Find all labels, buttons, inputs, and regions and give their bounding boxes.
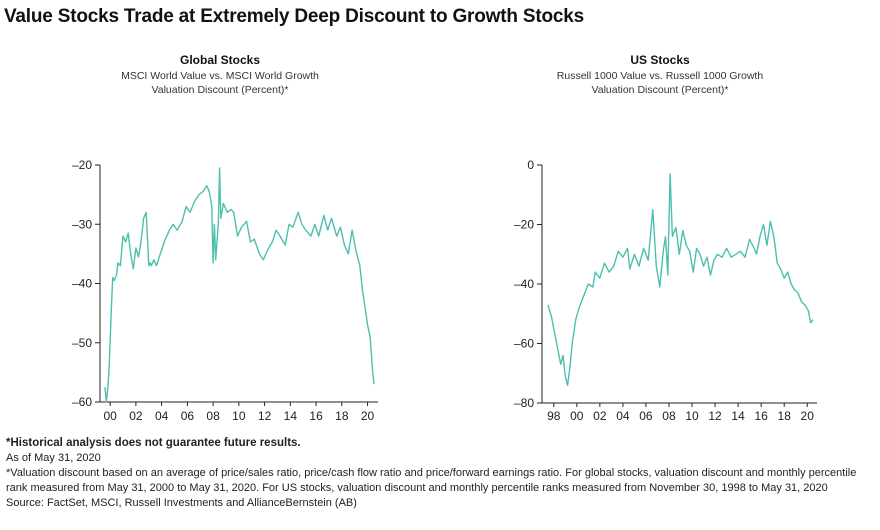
y-tick-label: 0 xyxy=(527,158,534,172)
x-tick-label: 98 xyxy=(547,409,561,423)
x-tick-label: 14 xyxy=(284,409,298,423)
x-tick-label: 02 xyxy=(593,409,607,423)
x-tick-label: 16 xyxy=(754,409,768,423)
y-tick-label: –40 xyxy=(514,277,534,291)
x-tick-label: 06 xyxy=(639,409,653,423)
x-tick-label: 04 xyxy=(155,409,169,423)
methodology-note: *Valuation discount based on an average … xyxy=(6,467,857,494)
x-tick-label: 04 xyxy=(616,409,630,423)
source-note: Source: FactSet, MSCI, Russell Investmen… xyxy=(6,497,357,509)
x-tick-label: 10 xyxy=(232,409,246,423)
x-tick-label: 00 xyxy=(103,409,117,423)
chart-title: Global Stocks xyxy=(179,53,261,67)
chart-title: US Stocks xyxy=(630,53,690,67)
y-tick-label: –60 xyxy=(514,337,534,351)
footnotes: *Historical analysis does not guarantee … xyxy=(6,436,876,511)
page-title: Value Stocks Trade at Extremely Deep Dis… xyxy=(4,6,584,27)
x-tick-label: 08 xyxy=(206,409,220,423)
y-tick-label: –50 xyxy=(72,336,92,350)
x-tick-label: 20 xyxy=(361,409,375,423)
y-tick-label: –20 xyxy=(72,158,92,172)
y-tick-label: –80 xyxy=(514,396,534,410)
y-tick-label: –30 xyxy=(72,217,92,231)
x-tick-label: 08 xyxy=(662,409,676,423)
x-tick-label: 12 xyxy=(258,409,272,423)
x-tick-label: 00 xyxy=(570,409,584,423)
disclaimer: *Historical analysis does not guarantee … xyxy=(6,437,301,449)
chart-header-global: Global Stocks MSCI World Value vs. MSCI … xyxy=(60,53,380,97)
x-tick-label: 18 xyxy=(335,409,349,423)
series-line xyxy=(547,173,814,386)
y-tick-label: –60 xyxy=(72,395,92,409)
x-tick-label: 06 xyxy=(181,409,195,423)
chart-subtitle: MSCI World Value vs. MSCI World Growth xyxy=(121,70,319,82)
chart-subtitle: Russell 1000 Value vs. Russell 1000 Grow… xyxy=(556,70,764,82)
chart-subtitle-unit: Valuation Discount (Percent)* xyxy=(591,84,729,96)
x-tick-label: 20 xyxy=(801,409,815,423)
global-stocks-chart: –20 –30 –40 –50 –60 00 02 04 06 08 10 12 14 16 18 20 xyxy=(72,158,378,423)
y-tick-label: –20 xyxy=(514,218,534,232)
series-line xyxy=(104,167,375,403)
us-stocks-chart: 0 –20 –40 –60 –80 98 00 02 04 06 08 10 12 14 16 18 20 xyxy=(514,158,817,423)
x-tick-label: 18 xyxy=(778,409,792,423)
as-of-date: As of May 31, 2020 xyxy=(6,452,101,464)
x-tick-label: 16 xyxy=(309,409,323,423)
x-tick-label: 02 xyxy=(129,409,143,423)
x-tick-label: 12 xyxy=(708,409,722,423)
chart-header-us: US Stocks Russell 1000 Value vs. Russell… xyxy=(500,53,820,97)
y-tick-label: –40 xyxy=(72,277,92,291)
x-tick-label: 14 xyxy=(731,409,745,423)
x-tick-label: 10 xyxy=(685,409,699,423)
chart-subtitle-unit: Valuation Discount (Percent)* xyxy=(151,84,289,96)
